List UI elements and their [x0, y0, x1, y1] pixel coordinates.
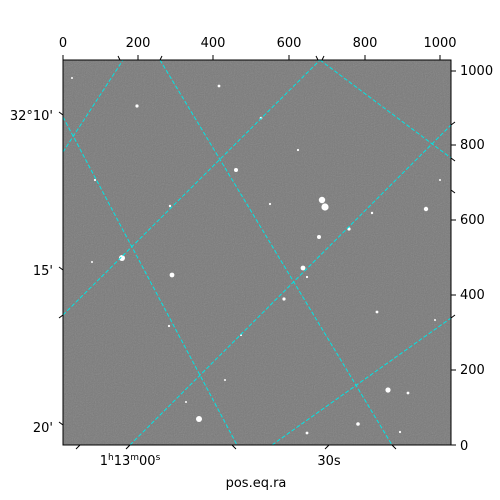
tick-mark: [315, 55, 319, 61]
star: [318, 196, 326, 204]
dec-tick-label: 32°10': [10, 109, 53, 124]
ra-axis: 1h13m00s 30s: [100, 453, 341, 469]
star: [300, 265, 306, 271]
star: [398, 430, 402, 434]
star: [268, 202, 272, 206]
star: [375, 310, 379, 314]
star: [305, 275, 309, 279]
x-axis-title: pos.eq.ra: [226, 476, 287, 491]
grid-line: [129, 124, 451, 445]
star: [282, 297, 286, 301]
top-pixel-axis: 0 200 400 600 800 1000: [59, 36, 457, 51]
star: [217, 84, 221, 88]
star: [169, 272, 175, 278]
axis-ticks: [58, 55, 456, 450]
sky-image: [63, 60, 451, 445]
star: [91, 261, 93, 263]
top-tick-label: 0: [59, 36, 67, 51]
star: [135, 104, 139, 108]
star: [71, 77, 73, 79]
ra-tick-part: s: [156, 453, 161, 463]
tick-mark: [58, 314, 64, 319]
tick-mark: [125, 444, 131, 450]
star: [296, 148, 300, 152]
tick-mark: [450, 121, 456, 126]
dec-tick-label: 20': [33, 421, 53, 436]
star: [321, 203, 329, 211]
top-tick-label: 800: [353, 36, 378, 51]
dec-axis: 32°10' 15' 20': [10, 109, 53, 436]
tick-mark: [450, 157, 456, 162]
tick-mark: [58, 266, 64, 271]
ra-tick-label-1: 1h13m00s: [100, 453, 161, 469]
dec-tick-label: 15': [33, 264, 53, 279]
star: [385, 387, 391, 393]
right-tick-label: 800: [460, 138, 485, 153]
star: [317, 235, 321, 239]
right-tick-label: 200: [460, 363, 485, 378]
tick-mark: [391, 444, 397, 450]
top-tick-label: 200: [126, 36, 151, 51]
ra-tick-part: 13: [114, 454, 131, 469]
tick-mark: [324, 444, 330, 450]
star: [370, 211, 374, 215]
top-tick-label: 1000: [423, 36, 456, 51]
star: [434, 319, 436, 321]
star: [119, 255, 125, 261]
star-field: [71, 77, 441, 435]
tick-mark: [117, 55, 121, 61]
star: [185, 401, 187, 403]
ra-tick-label-2: 30s: [317, 454, 341, 469]
image-noise: [63, 60, 451, 445]
ra-tick-part: 00: [139, 454, 156, 469]
plot-frame: [62, 59, 452, 446]
star: [439, 179, 441, 181]
grid-line: [63, 60, 321, 316]
star: [224, 379, 226, 381]
star: [234, 168, 238, 172]
top-tick-label: 400: [201, 36, 226, 51]
grid-line: [319, 60, 451, 159]
coordinate-grid: [63, 60, 451, 445]
star: [168, 204, 172, 208]
tick-mark: [231, 444, 237, 450]
tick-mark: [58, 421, 64, 426]
star: [347, 227, 351, 231]
right-tick-label: 600: [460, 213, 485, 228]
right-tick-label: 0: [460, 439, 468, 454]
tick-mark: [450, 189, 456, 194]
ra-tick-part: 1: [100, 454, 108, 469]
star: [305, 431, 309, 435]
tick-mark: [321, 55, 325, 61]
grid-line: [271, 317, 451, 445]
ra-tick-text: 1h13m00s: [100, 453, 161, 469]
star: [406, 391, 410, 395]
star: [196, 416, 202, 422]
grid-line: [63, 116, 238, 445]
ra-tick-part: h: [108, 453, 114, 463]
star: [423, 206, 429, 212]
right-tick-label: 400: [460, 288, 485, 303]
tick-mark: [75, 444, 81, 450]
top-tick-label: 600: [277, 36, 302, 51]
star: [93, 178, 97, 182]
grid-line: [159, 60, 393, 445]
tick-mark: [159, 55, 163, 61]
star: [167, 324, 171, 328]
star: [356, 422, 360, 426]
tick-mark: [450, 314, 456, 319]
right-pixel-axis: 0 200 400 600 800 1000: [460, 64, 493, 454]
tick-mark: [58, 111, 64, 116]
grid-line: [63, 60, 124, 153]
ra-tick-part: m: [130, 453, 139, 463]
right-tick-label: 1000: [460, 64, 493, 79]
